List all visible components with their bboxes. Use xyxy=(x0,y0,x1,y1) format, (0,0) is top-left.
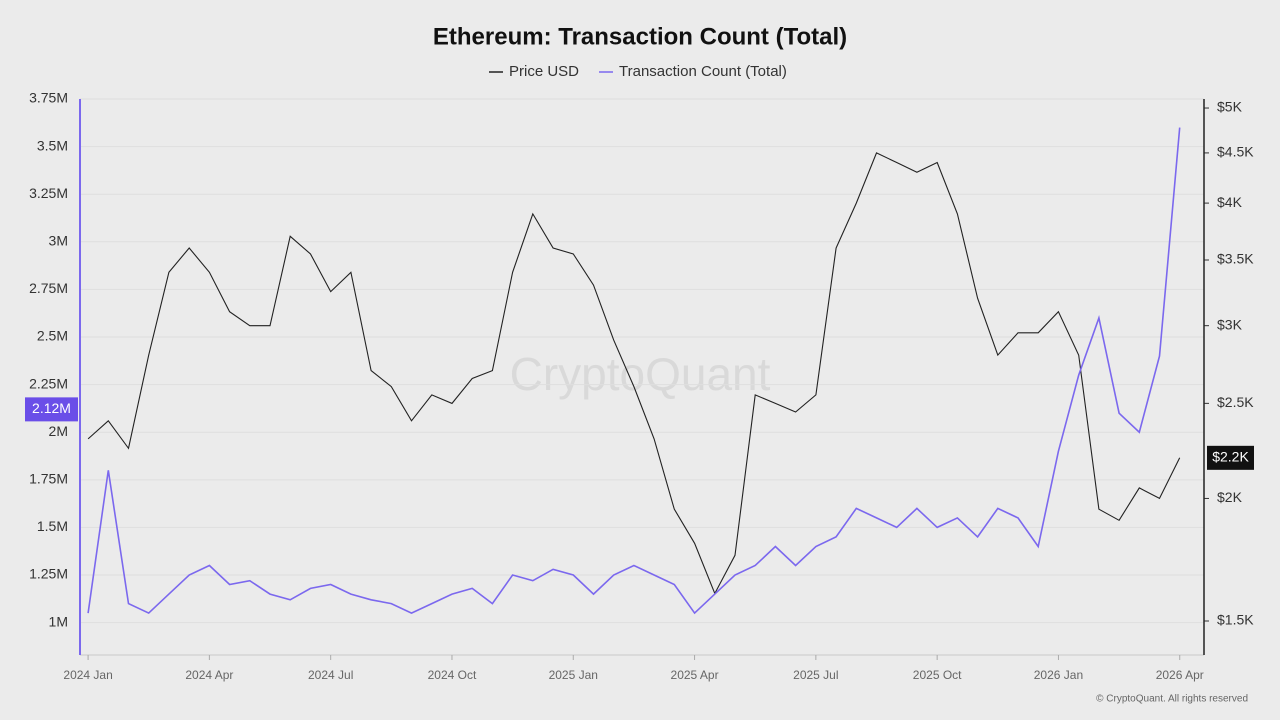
x-tick-label: 2025 Oct xyxy=(913,668,962,682)
y-tick-label: 1M xyxy=(49,613,68,629)
series-line xyxy=(87,127,1181,615)
y2-tick-label: $3K xyxy=(1217,316,1243,332)
x-tick-label: 2025 Jul xyxy=(793,668,838,682)
current-y2-label: $2.2K xyxy=(1212,449,1249,465)
y-tick-label: 1.25M xyxy=(29,566,68,582)
y-tick-label: 1.75M xyxy=(29,471,68,487)
y-tick-label: 2.25M xyxy=(29,375,68,391)
y2-tick-label: $1.5K xyxy=(1217,612,1254,628)
y-tick-label: 1.5M xyxy=(37,518,68,534)
y-tick-label: 2.5M xyxy=(37,328,68,344)
y-tick-label: 3.5M xyxy=(37,137,68,153)
x-tick-label: 2024 Oct xyxy=(428,668,477,682)
current-y-badge xyxy=(25,397,78,422)
x-tick-label: 2024 Jan xyxy=(63,668,112,682)
x-tick-label: 2025 Jan xyxy=(549,668,598,682)
x-tick-label: 2024 Apr xyxy=(185,668,233,682)
chart-title: Ethereum: Transaction Count (Total) xyxy=(433,23,847,50)
y2-tick-label: $2K xyxy=(1217,489,1243,505)
x-tick-label: 2024 Jul xyxy=(308,668,353,682)
footer: © CryptoQuant. All rights reserved xyxy=(1096,694,1248,705)
y-tick-label: 2.75M xyxy=(29,280,68,296)
y2-tick-label: $3.5K xyxy=(1217,251,1254,267)
y-tick-label: 3.25M xyxy=(29,185,68,201)
watermark: CryptoQuant xyxy=(510,348,771,400)
x-tick-label: 2025 Apr xyxy=(671,668,719,682)
series-line xyxy=(87,152,1181,595)
x-tick-label: 2026 Apr xyxy=(1156,668,1204,682)
legend-label: Transaction Count (Total) xyxy=(619,63,787,80)
y2-tick-label: $4K xyxy=(1217,194,1243,210)
y-tick-label: 3.75M xyxy=(29,90,68,106)
y2-tick-label: $2.5K xyxy=(1217,394,1254,410)
y-tick-label: 3M xyxy=(49,233,68,249)
legend-label: Price USD xyxy=(509,63,579,80)
current-y-label: 2.12M xyxy=(32,400,71,416)
y-tick-label: 2M xyxy=(49,423,68,439)
x-tick-label: 2026 Jan xyxy=(1034,668,1083,682)
current-y2-badge xyxy=(1207,445,1254,470)
y2-tick-label: $4.5K xyxy=(1217,144,1254,160)
y2-tick-label: $5K xyxy=(1217,99,1243,115)
